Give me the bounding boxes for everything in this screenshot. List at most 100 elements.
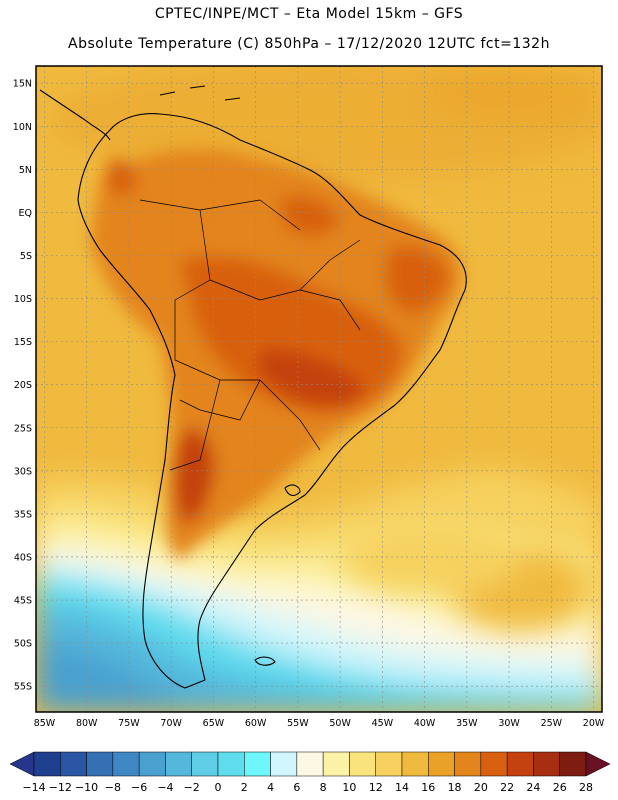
colorbar-swatch — [60, 751, 87, 777]
band-m2 — [36, 640, 300, 712]
colorbar-swatch — [428, 751, 455, 777]
colorbar-label: 16 — [421, 781, 435, 794]
y-tick-label: 15N — [13, 79, 32, 90]
x-tick-label: 25W — [541, 718, 563, 729]
colorbar-label: 8 — [320, 781, 327, 794]
lat-lon-grid — [36, 66, 602, 712]
south-america-coast — [77, 113, 467, 689]
colorbar-swatch — [375, 751, 403, 777]
y-tick-label: 15S — [14, 337, 32, 348]
x-tick-label: 30W — [498, 718, 520, 729]
x-tick-label: 45W — [372, 718, 394, 729]
colorbar-label: −4 — [157, 781, 173, 794]
y-tick-label: 45S — [14, 596, 32, 607]
colorbar-swatch — [559, 751, 587, 777]
country-borders — [139, 199, 361, 471]
colorbar-swatch — [506, 751, 534, 777]
colorbar-right-arrow — [585, 751, 611, 777]
central-america-coast — [39, 89, 111, 141]
x-tick-label: 50W — [329, 718, 351, 729]
y-tick-label: 55S — [14, 682, 32, 693]
colorbar-label: 20 — [474, 781, 488, 794]
colorbar-swatch — [401, 751, 429, 777]
colorbar-label: 10 — [342, 781, 356, 794]
colorbar-swatch — [217, 751, 245, 777]
colorbar-label: −14 — [22, 781, 45, 794]
y-tick-label: 5N — [19, 165, 32, 176]
colorbar-left-arrow — [9, 751, 35, 777]
warm-atlantic-2 — [340, 525, 520, 595]
colorbar: −14 −12 −10 −8 −6 −4 −2 0 2 4 6 8 10 12 14 16 18 20 22 24 26… — [9, 751, 611, 794]
colorbar-swatch — [138, 751, 166, 777]
y-tick-label: 10S — [14, 294, 32, 305]
colorbar-label: 24 — [526, 781, 540, 794]
x-tick-label: 65W — [203, 718, 225, 729]
colorbar-label: 14 — [395, 781, 409, 794]
hot-spot-venezuela — [105, 159, 136, 196]
x-tick-label: 85W — [34, 718, 56, 729]
y-tick-label: EQ — [19, 208, 32, 219]
band-0 — [36, 605, 602, 712]
temperature-field — [36, 66, 602, 712]
caribbean-islands — [159, 85, 241, 101]
colorbar-swatch — [86, 751, 114, 777]
colorbar-swatch — [33, 751, 61, 777]
colorbar-label: 26 — [553, 781, 567, 794]
colorbar-swatch — [165, 751, 192, 777]
y-tick-label: 20S — [14, 380, 32, 391]
y-tick-label: 25S — [14, 423, 32, 434]
colorbar-label: 4 — [267, 781, 274, 794]
colorbar-swatch — [244, 751, 271, 777]
map-border — [35, 65, 603, 713]
colorbar-label: 22 — [500, 781, 514, 794]
x-tick-label: 40W — [414, 718, 436, 729]
title-line-2: Absolute Temperature (C) 850hPa – 17/12/… — [68, 36, 550, 52]
x-tick-label: 35W — [456, 718, 478, 729]
x-tick-label: 75W — [118, 718, 140, 729]
x-tick-label: 55W — [287, 718, 309, 729]
falklands — [254, 656, 276, 666]
y-tick-label: 5S — [20, 251, 32, 262]
colorbar-label: 6 — [293, 781, 300, 794]
y-tick-label: 10N — [13, 122, 32, 133]
hot-spot-chaco — [258, 349, 363, 407]
x-tick-label: 70W — [160, 718, 182, 729]
y-tick-label: 50S — [14, 639, 32, 650]
colorbar-label: 28 — [579, 781, 593, 794]
title-line-1: CPTEC/INPE/MCT – Eta Model 15km – GFS — [154, 6, 464, 22]
x-tick-label: 60W — [245, 718, 267, 729]
colorbar-label: 2 — [241, 781, 248, 794]
x-tick-label: 80W — [76, 718, 98, 729]
colorbar-label: 12 — [369, 781, 383, 794]
x-tick-label: 20W — [583, 718, 605, 729]
y-tick-label: 35S — [14, 509, 32, 520]
y-tick-label: 40S — [14, 552, 32, 563]
colorbar-swatch — [322, 751, 350, 777]
colorbar-swatch — [191, 751, 219, 777]
y-axis-labels: 15N 10N 5N EQ 5S 10S 15S 20S 25S 30S 35S 40S 45S 50S 5… — [13, 79, 32, 693]
colorbar-swatch — [296, 751, 324, 777]
hot-spot-argentina — [174, 429, 215, 525]
colorbar-label: −6 — [131, 781, 147, 794]
hot-spot-amazon — [280, 196, 340, 236]
colorbar-swatch — [270, 751, 298, 777]
colorbar-label: 18 — [448, 781, 462, 794]
colorbar-swatch — [533, 751, 560, 777]
coastlines — [39, 85, 467, 689]
warm-north-2 — [430, 66, 602, 115]
colorbar-swatch — [480, 751, 508, 777]
colorbar-swatch — [112, 751, 140, 777]
colorbar-label: −12 — [49, 781, 72, 794]
colorbar-label: −10 — [75, 781, 98, 794]
x-axis-labels: 85W 80W 75W 70W 65W 60W 55W 50W 45W 40W 35W 30W 25W 2… — [34, 718, 605, 729]
colorbar-label: −8 — [105, 781, 121, 794]
colorbar-swatch — [349, 751, 376, 777]
colorbar-label: −2 — [184, 781, 200, 794]
colorbar-label: 0 — [215, 781, 222, 794]
y-tick-label: 30S — [14, 466, 32, 477]
continental-warm-core — [90, 149, 462, 560]
colorbar-swatch — [454, 751, 482, 777]
hot-spot-ne-brazil — [385, 246, 450, 313]
lagoon-patos — [284, 484, 301, 497]
